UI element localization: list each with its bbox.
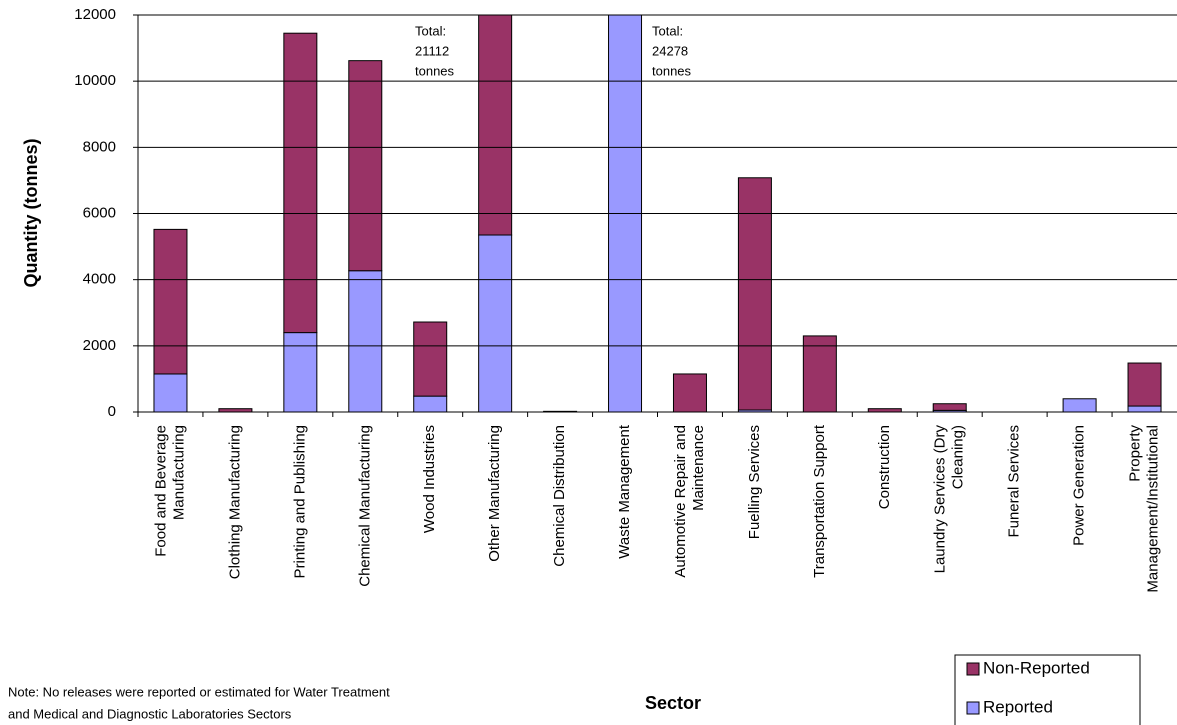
note: Note: No releases were reported or estim… [8,684,390,699]
bar-segment [1127,405,1162,413]
x-tick-label: Clothing Manufacturing [226,425,243,579]
bar-segment [1062,398,1097,413]
x-tick-label: Transportation Support [811,424,828,578]
bar-segment [672,373,707,413]
x-tick-label: Chemical Distribution [551,425,568,567]
y-tick-label: 6000 [83,204,116,221]
legend-label: Non-Reported [983,658,1090,677]
y-tick-label: 4000 [83,271,116,288]
plot-area [153,15,1162,413]
bar-segment [283,32,318,334]
x-tick-label: Printing and Publishing [291,425,308,578]
x-tick-label: PropertyManagement/Institutional [1127,425,1162,593]
y-tick-label: 12000 [74,6,116,23]
x-tick-label: Waste Management [616,424,633,559]
x-tick-label: Laundry Services (DryCleaning) [932,425,967,574]
bar-segment [737,177,772,411]
bar-segment [478,234,513,413]
y-tick-label: 2000 [83,337,116,354]
x-axis-label: Sector [645,693,701,713]
legend-swatch [966,662,980,676]
annotation: tonnes [652,63,692,78]
annotation: Total: [652,23,683,38]
x-tick-label: Wood Industries [421,425,438,533]
bar-segment [348,270,383,413]
bar-segment [413,321,448,397]
legend-box [954,654,1141,725]
bar-segment [153,373,188,413]
x-tick-label: Construction [876,425,893,509]
bar-segment [478,15,513,236]
x-tick-label: Food and BeverageManufacturing [152,425,187,557]
y-tick-label: 10000 [74,72,116,89]
bar-segment [608,15,643,413]
legend-swatch [966,701,980,715]
x-tick-label: Funeral Services [1006,425,1023,538]
annotation: 21112 [415,43,449,58]
x-tick-label: Power Generation [1071,425,1088,546]
x-tick-label: Chemical Manufacturing [356,425,373,587]
y-tick-label: 0 [108,403,116,420]
note: and Medical and Diagnostic Laboratories … [8,706,292,721]
bar-segment [932,403,967,411]
annotation: tonnes [415,63,455,78]
bar-segment [348,60,383,272]
y-axis-label: Quantity (tonnes) [21,139,41,288]
y-tick-label: 8000 [83,138,116,155]
bar-segment [802,335,837,413]
bar-segment [153,228,188,375]
annotation: 24278 [652,43,688,58]
x-tick-label: Other Manufacturing [486,425,503,562]
bar-segment [413,395,448,413]
bar-segment [1127,362,1162,407]
annotation: Total: [415,23,446,38]
x-tick-label: Fuelling Services [746,425,763,539]
x-tick-label: Automotive Repair andMaintenance [672,425,707,578]
legend-label: Reported [983,697,1053,716]
bar-segment [283,332,318,413]
